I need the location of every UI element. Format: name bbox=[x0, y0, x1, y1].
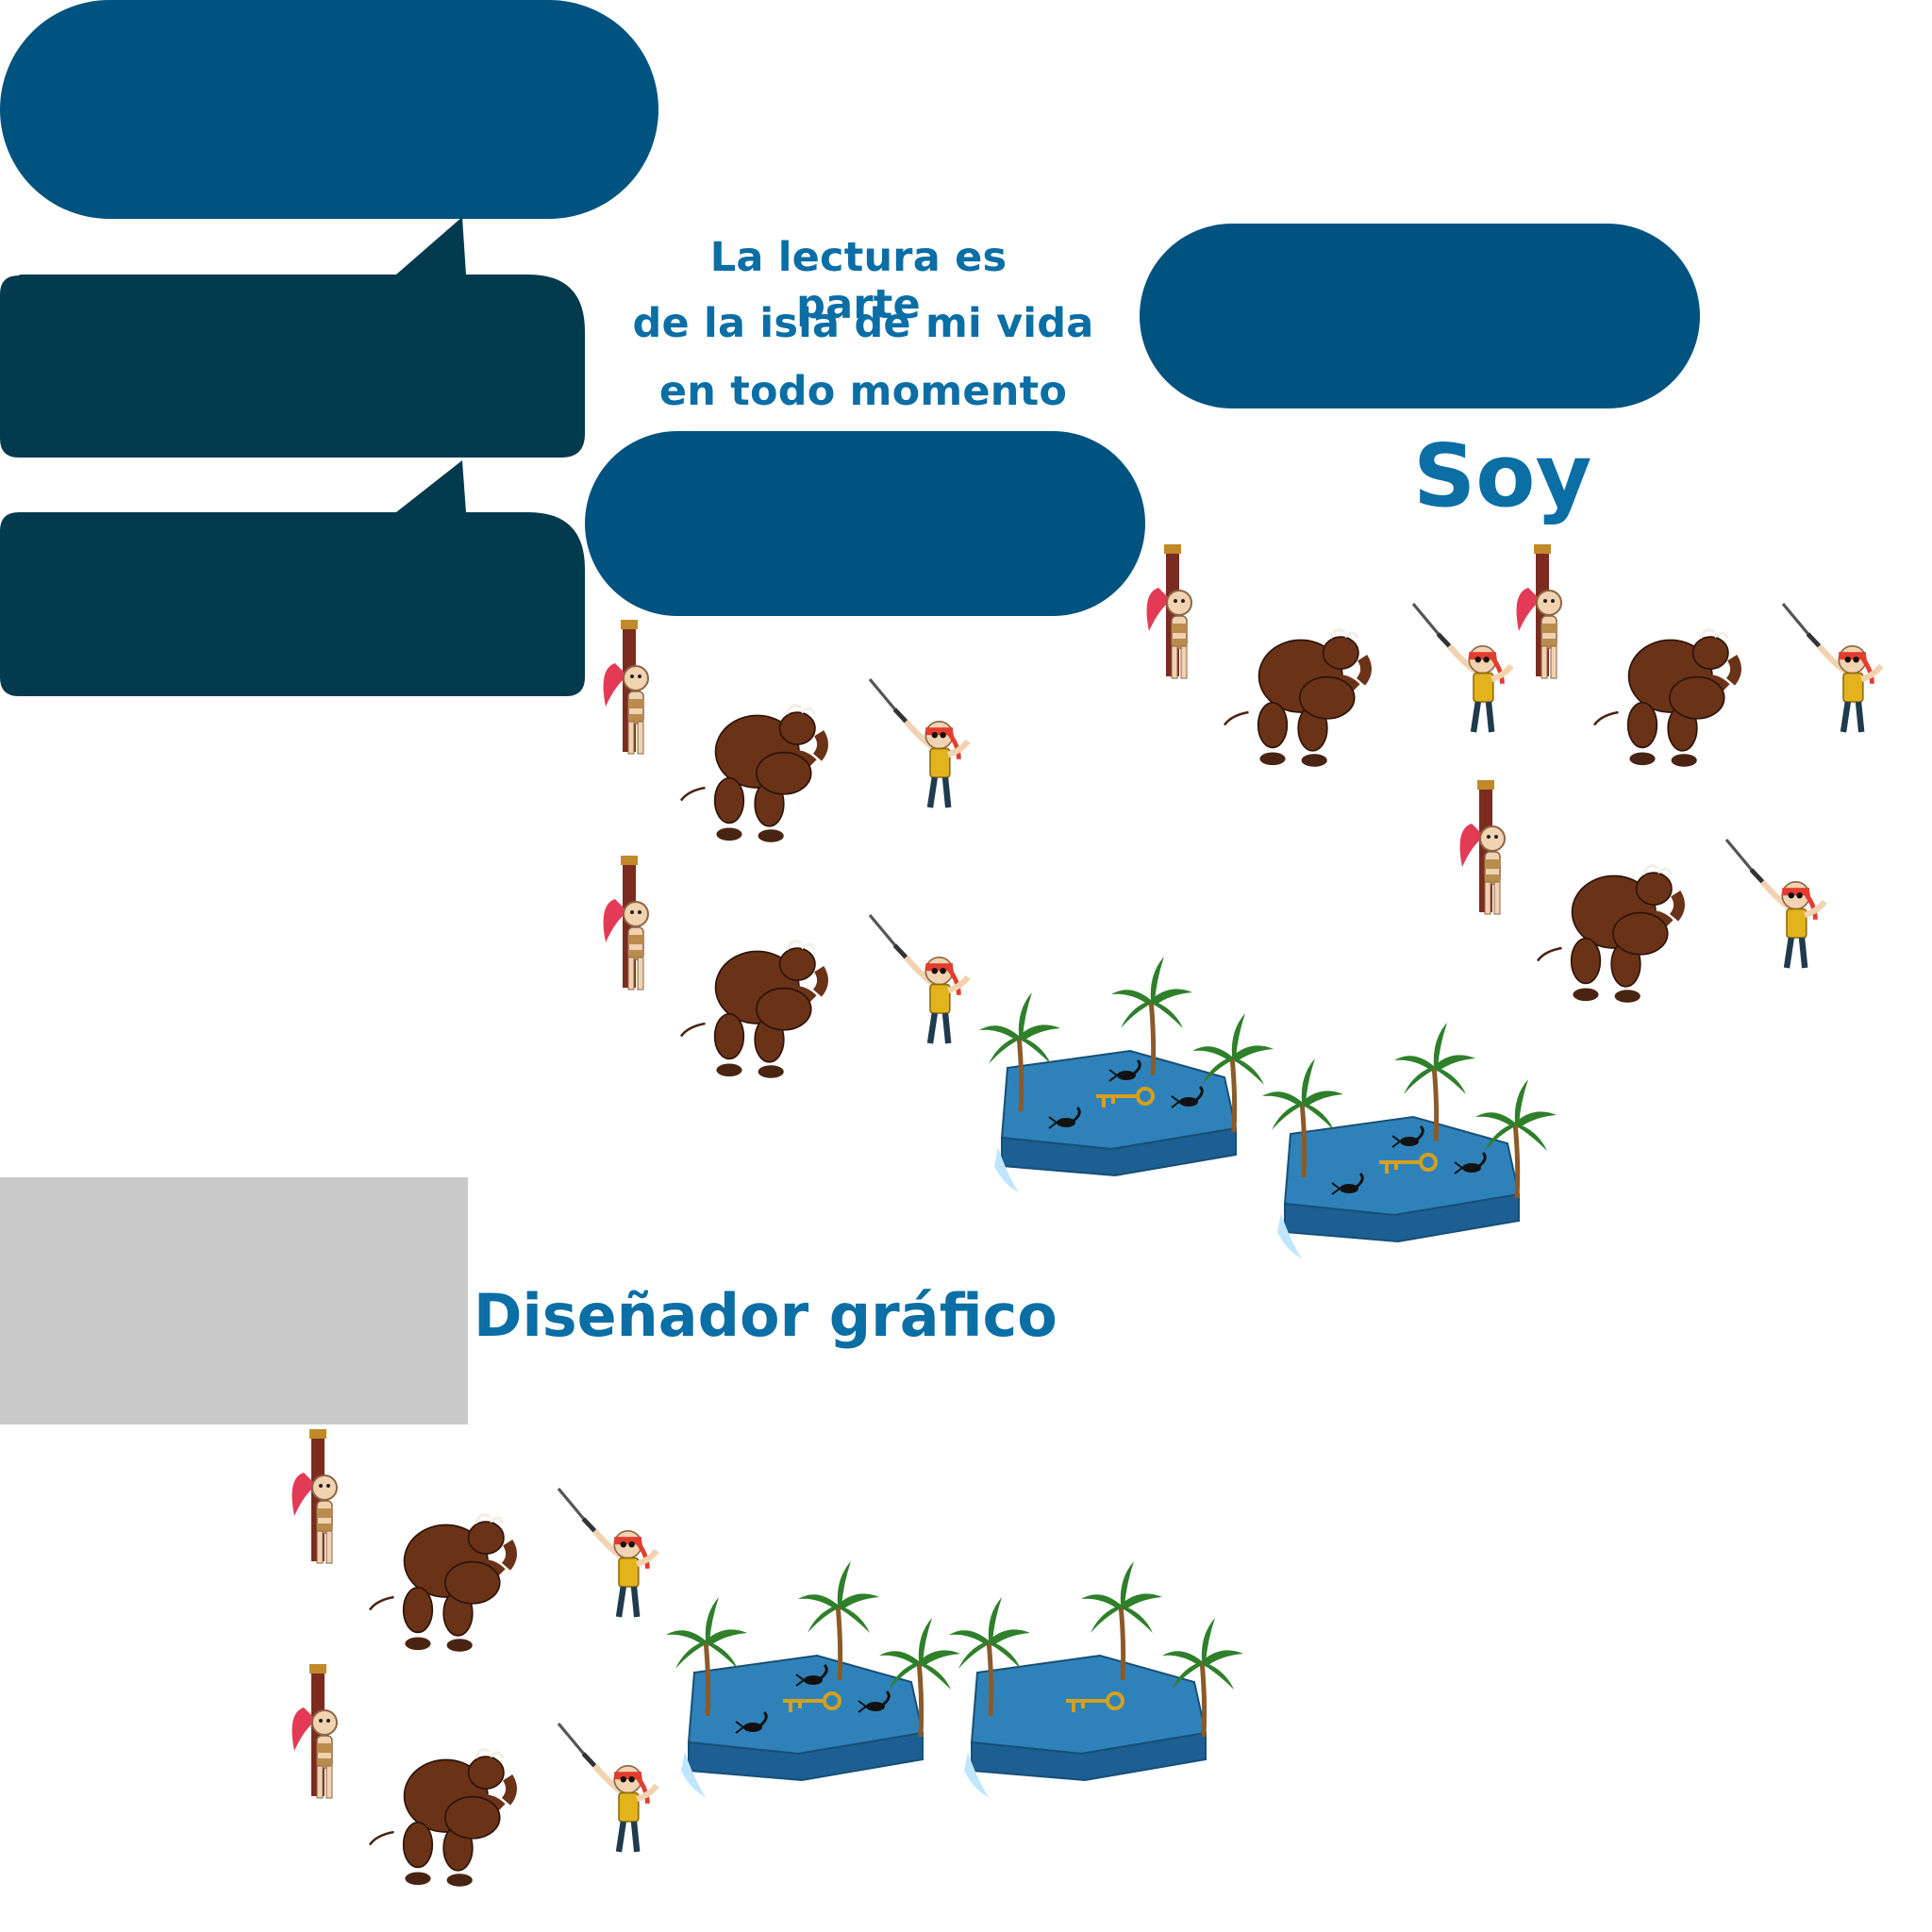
island-3 bbox=[666, 1559, 949, 1798]
captive-girl-icon bbox=[291, 1663, 338, 1799]
hero-with-sword-icon bbox=[1413, 604, 1511, 732]
hero-with-sword-icon bbox=[558, 1724, 657, 1852]
scene-rescue-1 bbox=[602, 619, 1002, 844]
scene-rescue-7 bbox=[291, 1663, 691, 1889]
island-icon bbox=[680, 1655, 924, 1798]
hero-with-sword-icon bbox=[870, 915, 968, 1043]
scene-rescue-5 bbox=[1458, 779, 1858, 1005]
heading-role: Diseñador gráfico bbox=[474, 1281, 1058, 1350]
scene-rescue-3 bbox=[1145, 543, 1545, 769]
gray-placeholder-block bbox=[0, 1177, 468, 1424]
island-icon bbox=[1276, 1116, 1520, 1259]
quote-line-2: de la isla de mi vida bbox=[632, 300, 1094, 347]
island-2 bbox=[1262, 1021, 1545, 1259]
heading-soy: Soy bbox=[1413, 425, 1592, 526]
captive-girl-icon bbox=[1458, 779, 1506, 915]
island-4 bbox=[949, 1559, 1232, 1798]
monster-icon bbox=[370, 1515, 511, 1652]
scene-rescue-6 bbox=[291, 1428, 691, 1654]
captive-girl-icon bbox=[1515, 543, 1562, 679]
quote-line-3: en todo momento bbox=[658, 368, 1068, 415]
island-1 bbox=[979, 955, 1262, 1193]
hero-with-sword-icon bbox=[1783, 604, 1881, 732]
captive-girl-icon bbox=[291, 1428, 338, 1564]
monster-icon bbox=[1224, 630, 1366, 767]
island-icon bbox=[993, 1050, 1237, 1193]
blue-pill-top-left bbox=[0, 0, 658, 219]
hero-with-sword-icon bbox=[1726, 840, 1824, 968]
dark-speech-bubble-2 bbox=[0, 460, 585, 696]
hero-with-sword-icon bbox=[870, 679, 968, 808]
monster-icon bbox=[681, 941, 823, 1078]
blue-pill-middle bbox=[585, 431, 1145, 616]
monster-icon bbox=[681, 706, 823, 842]
island-icon bbox=[963, 1655, 1207, 1798]
captive-girl-icon bbox=[1145, 543, 1192, 679]
scene-rescue-4 bbox=[1515, 543, 1915, 769]
monster-icon bbox=[1594, 630, 1736, 767]
captive-girl-icon bbox=[602, 619, 649, 755]
blue-pill-top-right bbox=[1140, 224, 1700, 408]
quote-line-1: La lectura es parte bbox=[709, 234, 1008, 328]
monster-icon bbox=[1538, 866, 1679, 1003]
hero-with-sword-icon bbox=[558, 1489, 657, 1617]
captive-girl-icon bbox=[602, 855, 649, 991]
dark-speech-bubble-1 bbox=[0, 217, 585, 458]
monster-icon bbox=[370, 1750, 511, 1887]
scene-rescue-2 bbox=[602, 855, 1002, 1080]
